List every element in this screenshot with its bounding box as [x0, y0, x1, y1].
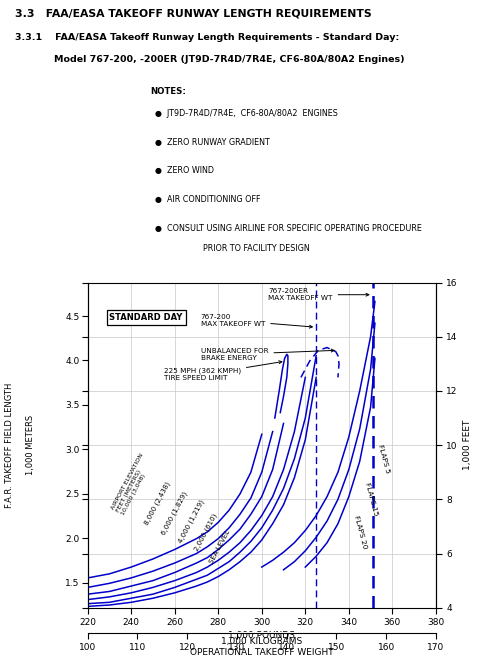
Text: Model 767-200, -200ER (JT9D-7R4D/7R4E, CF6-80A/80A2 Engines): Model 767-200, -200ER (JT9D-7R4D/7R4E, C…: [15, 55, 405, 64]
Text: 225 MPH (362 KMPH)
TIRE SPEED LIMIT: 225 MPH (362 KMPH) TIRE SPEED LIMIT: [164, 361, 282, 382]
Text: NOTES:: NOTES:: [150, 87, 186, 96]
Y-axis label: 1,000 FEET: 1,000 FEET: [463, 420, 472, 470]
Text: 4,000 (1,219): 4,000 (1,219): [178, 499, 206, 544]
Text: F.A.R. TAKEOFF FIELD LENGTH: F.A.R. TAKEOFF FIELD LENGTH: [5, 382, 14, 508]
Text: 3.3.1    FAA/EASA Takeoff Runway Length Requirements - Standard Day:: 3.3.1 FAA/EASA Takeoff Runway Length Req…: [15, 33, 399, 41]
Text: ●  CONSULT USING AIRLINE FOR SPECIFIC OPERATING PROCEDURE: ● CONSULT USING AIRLINE FOR SPECIFIC OPE…: [155, 223, 422, 233]
Text: 6,000 (1,829): 6,000 (1,829): [160, 490, 188, 536]
Text: 3.3   FAA/EASA TAKEOFF RUNWAY LENGTH REQUIREMENTS: 3.3 FAA/EASA TAKEOFF RUNWAY LENGTH REQUI…: [15, 8, 372, 18]
Text: FLAPS 15: FLAPS 15: [364, 482, 379, 516]
Text: FLAPS 5: FLAPS 5: [377, 443, 391, 474]
Text: OPERATIONAL TAKEOFF WEIGHT: OPERATIONAL TAKEOFF WEIGHT: [190, 648, 334, 657]
Text: PRIOR TO FACILITY DESIGN: PRIOR TO FACILITY DESIGN: [178, 244, 310, 253]
Text: 8,000 (2,438): 8,000 (2,438): [143, 481, 171, 526]
Text: AIRPORT ELEVATION
FEET (METERS)
10,000 (3,048): AIRPORT ELEVATION FEET (METERS) 10,000 (…: [110, 452, 154, 516]
Text: 1,000 METERS: 1,000 METERS: [26, 415, 35, 475]
Text: STANDARD DAY: STANDARD DAY: [109, 313, 183, 322]
Text: ●  ZERO RUNWAY GRADIENT: ● ZERO RUNWAY GRADIENT: [155, 138, 270, 147]
Text: UNBALANCED FOR
BRAKE ENERGY: UNBALANCED FOR BRAKE ENERGY: [201, 348, 334, 361]
Text: ●  ZERO WIND: ● ZERO WIND: [155, 166, 214, 175]
Text: 2,000 (610): 2,000 (610): [193, 512, 218, 552]
Text: FLAPS 20: FLAPS 20: [353, 514, 368, 549]
Text: ●  AIR CONDITIONING OFF: ● AIR CONDITIONING OFF: [155, 195, 261, 204]
Text: 767-200ER
MAX TAKEOFF WT: 767-200ER MAX TAKEOFF WT: [269, 288, 369, 301]
Text: ●  JT9D-7R4D/7R4E,  CF6-80A/80A2  ENGINES: ● JT9D-7R4D/7R4E, CF6-80A/80A2 ENGINES: [155, 109, 338, 118]
Text: 1,000 KILOGRAMS: 1,000 KILOGRAMS: [221, 637, 303, 646]
X-axis label: 1,000 POUNDS: 1,000 POUNDS: [228, 631, 295, 641]
Text: SEA LEVEL: SEA LEVEL: [208, 529, 231, 564]
Text: 767-200
MAX TAKEOFF WT: 767-200 MAX TAKEOFF WT: [201, 314, 312, 328]
